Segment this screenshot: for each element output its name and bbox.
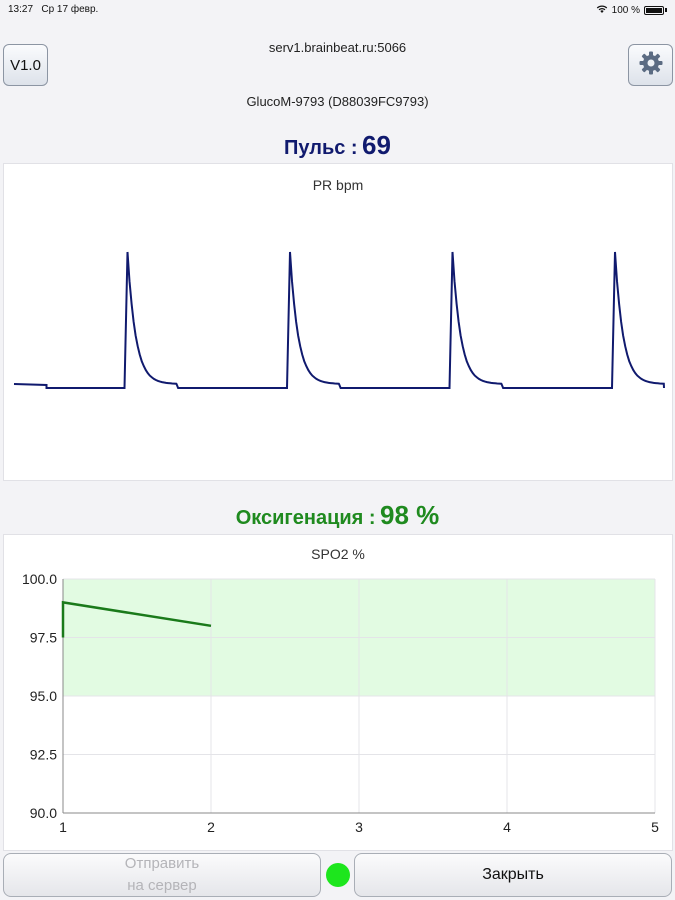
- y-tick-label: 90.0: [30, 805, 57, 821]
- x-tick-label: 4: [503, 819, 511, 835]
- send-to-server-button[interactable]: Отправить на сервер: [3, 853, 321, 897]
- y-tick-label: 92.5: [30, 747, 57, 763]
- oxygenation-label: Оксигенация :: [235, 507, 376, 529]
- x-tick-label: 1: [59, 819, 67, 835]
- x-tick-label: 2: [207, 819, 215, 835]
- close-button[interactable]: Закрыть: [354, 853, 672, 897]
- battery-percent: 100 %: [611, 4, 640, 16]
- pulse-label: Пульс :: [284, 137, 358, 159]
- server-address: serv1.brainbeat.ru:5066: [268, 40, 407, 55]
- x-tick-label: 3: [355, 819, 363, 835]
- status-date: Ср 17 февр.: [41, 4, 99, 15]
- pulse-readout: Пульс : 69: [0, 130, 675, 161]
- gear-icon: [638, 50, 664, 81]
- y-tick-label: 95.0: [30, 688, 57, 704]
- pr-waveform-line: [13, 251, 665, 389]
- status-time: 13:27: [8, 4, 34, 15]
- spo2-chart: 90.0 92.5 95.0 97.5 100.0 1 2 3 4 5: [22, 571, 659, 835]
- y-tick-label: 100.0: [22, 571, 57, 587]
- spo2-chart-panel: SPO2 % 90.0 92.5 95.0 97.5 100.0 1 2 3 4 5: [3, 534, 673, 851]
- oxygenation-value: 98 %: [380, 500, 440, 530]
- battery-icon: [644, 5, 664, 15]
- pr-chart-title: PR bpm: [312, 177, 364, 193]
- status-time-date: 13:27 Ср 17 февр.: [8, 4, 98, 15]
- device-name: GlucoM-9793 (D88039FC9793): [246, 94, 429, 109]
- connection-status-indicator: [326, 863, 350, 887]
- spo2-series-line: [61, 600, 212, 638]
- spo2-chart-title: SPO2 %: [311, 546, 365, 562]
- status-right: 100 %: [596, 4, 667, 16]
- send-button-line1: Отправить: [124, 855, 200, 872]
- settings-button[interactable]: [628, 44, 673, 86]
- pr-chart: [13, 251, 665, 389]
- oxygenation-readout: Оксигенация : 98 %: [0, 500, 675, 531]
- version-button[interactable]: V1.0: [3, 44, 48, 86]
- pr-chart-panel: PR bpm: [3, 163, 673, 481]
- wifi-icon: [596, 4, 608, 16]
- y-tick-label: 97.5: [30, 630, 57, 646]
- status-bar: 13:27 Ср 17 февр. 100 %: [0, 0, 675, 20]
- send-button-line2: на сервер: [127, 877, 197, 894]
- pulse-value: 69: [362, 130, 391, 160]
- x-tick-label: 5: [651, 819, 659, 835]
